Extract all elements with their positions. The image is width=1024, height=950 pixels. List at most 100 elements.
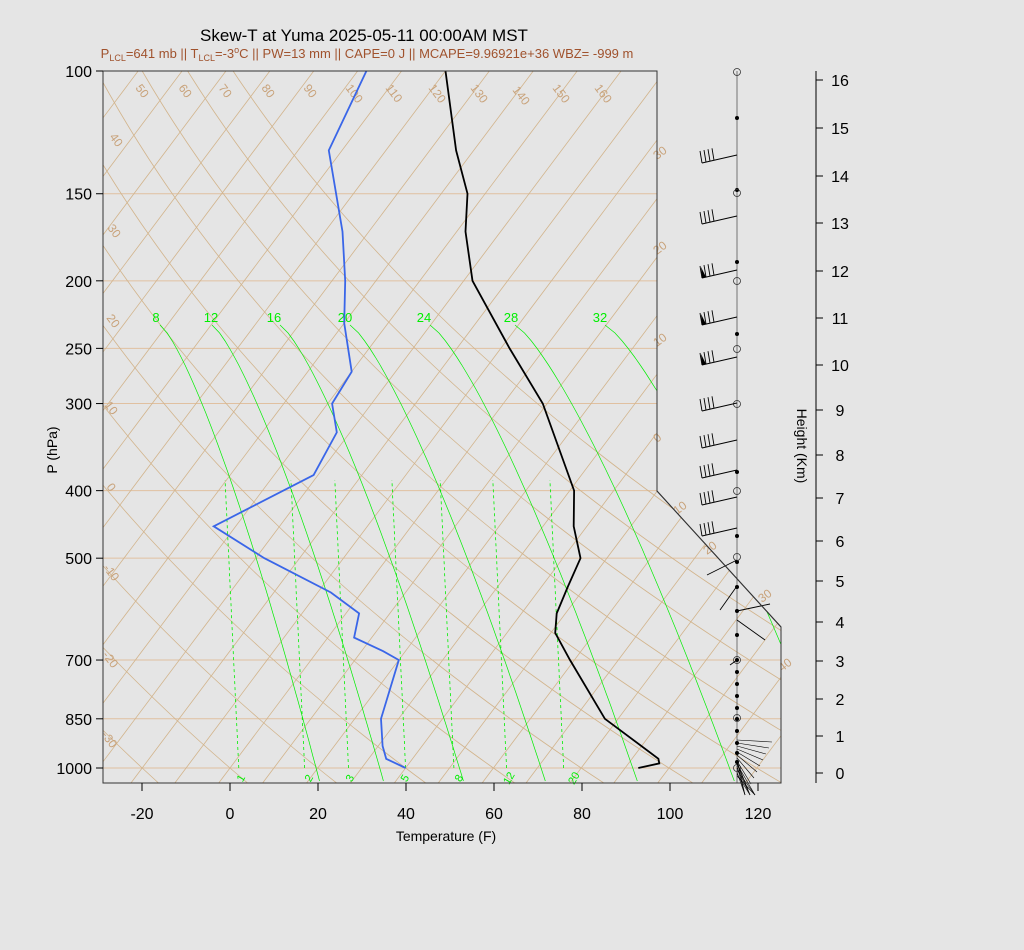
isotherm-line xyxy=(103,71,470,783)
mixing-ratio-label: 8 xyxy=(453,773,466,784)
dry-adiabat-line xyxy=(232,71,781,783)
wind-barb-feather xyxy=(699,211,703,225)
plot-frame xyxy=(102,70,782,784)
wind-barb xyxy=(736,751,761,767)
height-tick-label: 1 xyxy=(836,729,845,746)
wind-barb-feather xyxy=(707,491,711,504)
isotherm-line xyxy=(103,71,251,783)
wind-barb xyxy=(736,775,756,796)
isotherm-line xyxy=(174,71,734,783)
pressure-tick-label: 700 xyxy=(65,653,92,670)
temperature-tick-label: 100 xyxy=(657,806,684,823)
wind-barb xyxy=(701,154,738,164)
dry-adiabat-line xyxy=(103,71,605,783)
wind-barb xyxy=(701,402,738,412)
wind-barb xyxy=(736,739,773,743)
wind-level-dot xyxy=(735,717,739,721)
mixing-ratio-label: 16 xyxy=(267,310,281,325)
temperature-tick-label: 120 xyxy=(745,806,772,823)
isotherm-line xyxy=(103,71,426,783)
isotherm-line xyxy=(103,71,514,783)
wind-barb-feather xyxy=(711,463,715,476)
wind-barb-feather xyxy=(699,265,703,279)
isotherm-line xyxy=(0,39,74,783)
height-tick-label: 9 xyxy=(836,403,845,420)
wind-barb-pennant xyxy=(701,267,706,278)
wind-barb-feather xyxy=(703,312,707,325)
wind-barb xyxy=(701,496,738,506)
x-axis-label: Temperature (F) xyxy=(396,828,496,844)
mandatory-level-marker xyxy=(733,487,741,495)
dry-adiabat-line xyxy=(141,71,781,783)
isotherm-line xyxy=(103,71,558,783)
dry-adiabat-line xyxy=(103,71,781,783)
mixing-ratio-line xyxy=(224,479,240,769)
dewpoint-line xyxy=(211,70,406,769)
wind-barb xyxy=(701,469,738,479)
wind-barb-feather xyxy=(711,209,715,222)
height-axis-label: Height (Km) xyxy=(794,409,810,484)
wind-barb-feather xyxy=(707,464,711,477)
wind-barb xyxy=(701,215,738,225)
pressure-tick-label: 1000 xyxy=(56,761,92,778)
wind-level-dot xyxy=(735,682,739,686)
mandatory-level-marker xyxy=(733,189,741,197)
mixing-ratio-line xyxy=(290,479,305,769)
height-tick-label: 0 xyxy=(836,766,845,783)
isotherm-line xyxy=(103,71,602,783)
mixing-ratio-label: 24 xyxy=(417,310,431,325)
wind-barb-feather xyxy=(707,264,711,277)
wind-barb xyxy=(736,748,764,761)
wind-barb-feather xyxy=(707,522,711,535)
height-tick-label: 13 xyxy=(831,216,849,233)
wind-barb-column xyxy=(699,68,773,796)
wind-barb-feather xyxy=(711,310,715,323)
wind-level-dot xyxy=(735,706,739,710)
height-tick-label: 6 xyxy=(836,534,845,551)
wind-barb-feather xyxy=(711,521,715,534)
height-tick-label: 7 xyxy=(836,491,845,508)
temperature-tick-label: 60 xyxy=(485,806,503,823)
isotherm-line xyxy=(103,71,207,783)
wind-barb-feather xyxy=(699,398,703,412)
wind-level-dot xyxy=(735,670,739,674)
isotherm-line xyxy=(0,39,30,783)
wind-barb-feather xyxy=(703,435,707,448)
dry-adiabat-line xyxy=(103,71,426,783)
isotherm-line xyxy=(613,71,781,783)
wind-barb-feather xyxy=(707,149,711,162)
dry-adiabat-line xyxy=(187,71,781,783)
height-tick-label: 14 xyxy=(831,169,849,186)
mixing-ratio-line xyxy=(391,479,406,769)
wind-barb-feather xyxy=(703,265,707,278)
wind-barb xyxy=(701,527,738,537)
wind-barb-feather xyxy=(707,434,711,447)
pressure-tick-label: 200 xyxy=(65,274,92,291)
temperature-tick-label: -20 xyxy=(130,806,153,823)
isotherm-line xyxy=(103,71,382,783)
wind-barb-feather xyxy=(699,352,703,366)
wind-barb-feather xyxy=(699,150,703,164)
height-tick-label: 4 xyxy=(836,615,845,632)
isotherm-line xyxy=(921,39,1024,783)
pressure-tick-label: 150 xyxy=(65,187,92,204)
mixing-ratio-label: 12 xyxy=(204,310,218,325)
moist-adiabat-line xyxy=(429,324,638,782)
wind-barb-feather xyxy=(711,263,715,276)
mixing-ratio-line xyxy=(334,479,349,769)
isotherm-line xyxy=(350,71,781,783)
wind-barb xyxy=(736,603,771,612)
wind-level-dot xyxy=(735,332,739,336)
wind-barb xyxy=(719,585,738,611)
temperature-tick-label: 0 xyxy=(226,806,235,823)
height-tick-label: 3 xyxy=(836,654,845,671)
wind-barb-feather xyxy=(707,397,711,410)
wind-level-dot xyxy=(735,470,739,474)
wind-barb-feather xyxy=(711,350,715,363)
wind-barb-feather xyxy=(707,351,711,364)
wind-barb-feather xyxy=(711,396,715,409)
mixing-ratio-line xyxy=(492,479,507,769)
wind-barb xyxy=(736,760,752,785)
temperature-tick-label: 40 xyxy=(397,806,415,823)
wind-level-dot xyxy=(735,694,739,698)
